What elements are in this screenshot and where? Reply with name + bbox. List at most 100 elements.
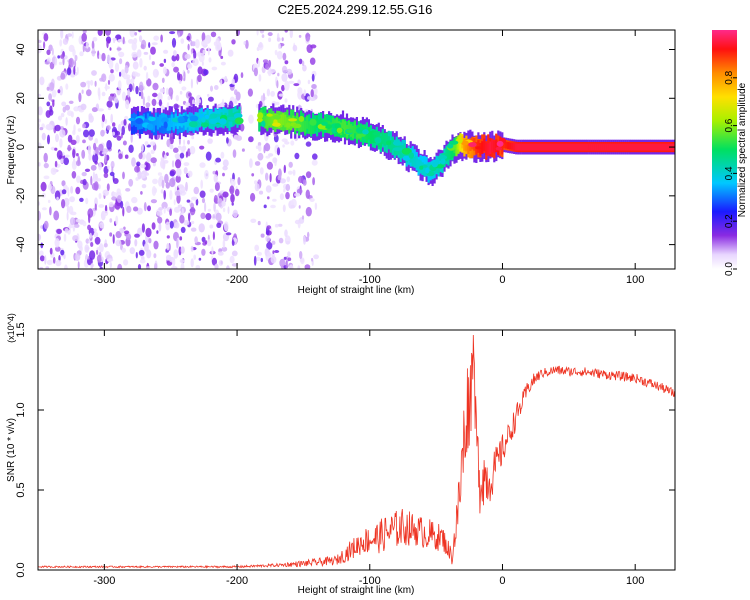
spectrogram-ridge-cell: [451, 145, 454, 159]
spectrogram-noise-speckle: [193, 186, 200, 195]
spectrogram-ridge-cell: [533, 143, 536, 151]
spectrogram-noise-speckle: [140, 90, 144, 100]
spectrogram-noise-speckle: [313, 254, 319, 260]
spectrogram-noise-speckle: [296, 188, 303, 194]
spectrogram-noise-speckle: [173, 147, 179, 153]
spectrogram-noise-speckle: [226, 137, 229, 144]
spectrogram-ridge-cell: [616, 143, 619, 151]
spectrogram-noise-speckle: [286, 176, 291, 183]
spectrogram-noise-speckle: [281, 65, 288, 74]
spectrogram-noise-speckle: [141, 184, 147, 189]
spectrogram-noise-speckle: [80, 103, 87, 111]
spectrogram-noise-speckle: [119, 58, 123, 65]
spectrogram-noise-speckle: [66, 33, 73, 37]
spectrogram-ridge-blob: [419, 165, 424, 170]
spectrogram-noise-speckle: [309, 57, 316, 65]
snr-x-ticks: -300 -200 -100 0 100: [93, 330, 644, 587]
spectrogram-noise-speckle: [201, 32, 206, 42]
spectrogram-ridge-blob: [128, 117, 136, 122]
spectrogram-noise-speckle: [237, 177, 241, 186]
spectrogram-noise-speckle: [258, 74, 262, 82]
spectrogram-ridge-cell: [622, 143, 625, 151]
spectrogram-ridge-cell: [570, 143, 573, 151]
spectrogram-ridge-cell: [638, 143, 641, 151]
spectrogram-noise-speckle: [179, 90, 183, 95]
spectrogram-noise-speckle: [57, 55, 61, 59]
spectrogram-noise-speckle: [94, 236, 101, 245]
spectrogram-noise-speckle: [190, 245, 194, 252]
spectrogram-noise-speckle: [45, 124, 52, 131]
spectrogram-ridge-blob: [163, 121, 168, 129]
spectrogram-noise-speckle: [183, 71, 186, 81]
spectrogram-noise-speckle: [257, 152, 264, 161]
spectrogram-noise-speckle: [199, 190, 206, 198]
spectrogram-noise-speckle: [148, 42, 151, 48]
spectrogram-noise-speckle: [108, 73, 115, 82]
spectrogram-ridge-cell: [511, 142, 514, 150]
spectrogram-noise-speckle: [279, 193, 284, 201]
spectrogram-ridge-cell: [654, 143, 657, 151]
snr-x-tick-label: 0: [499, 575, 505, 587]
spectrogram-ridge-cell: [445, 148, 448, 162]
spectrogram-ridge-blob: [227, 116, 237, 121]
spectrogram-noise-speckle: [79, 197, 84, 202]
spectrogram-ridge-cell: [491, 139, 494, 153]
spectrogram-noise-speckle: [80, 81, 87, 88]
spectrogram-ridge-cell: [489, 141, 492, 155]
spectrogram-noise-speckle: [104, 118, 108, 124]
spectrogram-noise-speckle: [38, 93, 42, 97]
spectrogram-noise-speckle: [64, 264, 68, 269]
spectrogram-noise-speckle: [43, 175, 50, 180]
spectrogram-ridge-cell: [584, 143, 587, 151]
spectrogram-noise-speckle: [43, 162, 49, 169]
spectrogram-noise-speckle: [146, 152, 152, 163]
spectrogram-noise-speckle: [272, 157, 278, 164]
spectrogram-noise-speckle: [181, 86, 187, 91]
spectrogram-ridge-cell: [519, 143, 522, 151]
spectrogram-noise-speckle: [204, 240, 208, 245]
spectrogram-noise-speckle: [124, 230, 130, 235]
spectrogram-noise-speckle: [96, 249, 99, 255]
spectrogram-noise-speckle: [201, 248, 206, 256]
spectrogram-x-tick-label: 100: [626, 274, 644, 286]
spectrogram-noise-speckle: [171, 54, 177, 62]
spectrogram-noise-speckle: [199, 145, 205, 150]
spectrogram-noise-speckle: [281, 37, 284, 42]
spectrogram-noise-speckle: [265, 155, 271, 159]
spectrogram-noise-speckle: [171, 266, 178, 269]
spectrogram-noise-speckle: [284, 98, 288, 103]
spectrogram-noise-speckle: [74, 59, 77, 68]
spectrogram-noise-speckle: [260, 257, 263, 263]
spectrogram-noise-speckle: [272, 250, 275, 255]
spectrogram-noise-speckle: [135, 85, 139, 95]
spectrogram-noise-speckle: [153, 253, 157, 259]
spectrogram-noise-speckle: [206, 239, 212, 247]
spectrogram-ridge-cell: [479, 143, 482, 156]
spectrogram-noise-speckle: [70, 111, 74, 118]
spectrogram-noise-speckle: [160, 157, 165, 161]
spectrogram-ridge-cell: [280, 114, 283, 128]
spectrogram-noise-speckle: [277, 72, 280, 77]
spectrogram-noise-speckle: [65, 117, 68, 126]
spectrogram-noise-speckle: [41, 207, 47, 211]
spectrogram-noise-speckle: [70, 139, 77, 145]
spectrogram-ridge-cell: [264, 115, 267, 129]
spectrogram-noise-speckle: [243, 41, 246, 45]
spectrogram-noise-speckle: [288, 161, 293, 168]
spectrogram-noise-speckle: [94, 203, 97, 211]
spectrogram-noise-speckle: [102, 189, 110, 196]
spectrogram-noise-speckle: [39, 266, 44, 269]
spectrogram-ridge-cell: [544, 143, 548, 151]
spectrogram-noise-speckle: [152, 92, 158, 98]
spectrogram-noise-speckle: [261, 34, 265, 38]
spectrogram-noise-speckle: [85, 41, 89, 49]
spectrogram-ridge-cell: [582, 143, 585, 151]
spectrogram-noise-speckle: [260, 233, 265, 238]
spectrogram-noise-speckle: [213, 41, 218, 46]
spectrogram-ridge-cell: [620, 143, 623, 151]
spectrogram-noise-speckle: [169, 170, 175, 177]
spectrogram-ridge-cell: [560, 143, 564, 151]
spectrogram-noise-speckle: [151, 98, 157, 107]
